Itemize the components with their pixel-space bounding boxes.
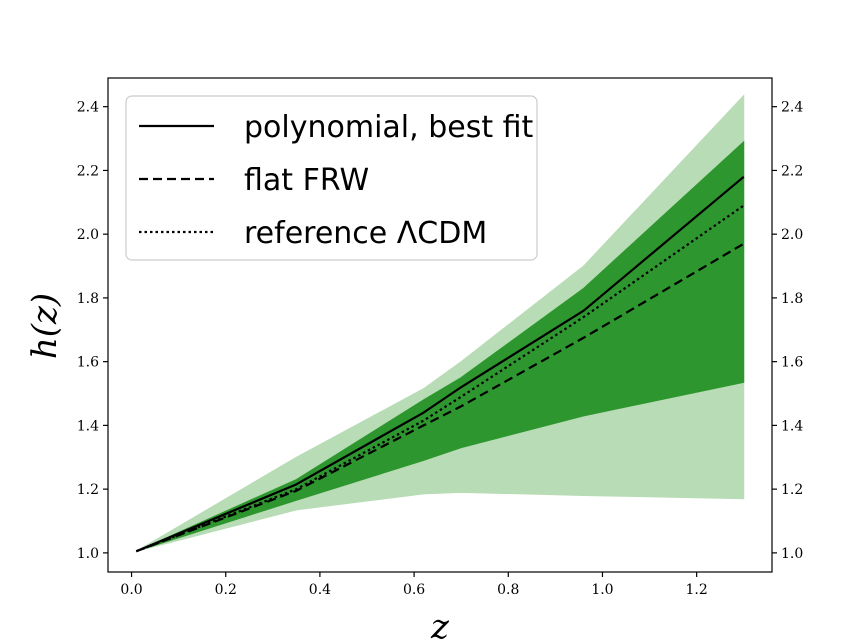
plot-frame (107, 77, 773, 573)
x-tick-label: 1.0 (591, 582, 613, 598)
series-line-dashed (135, 242, 745, 553)
y-tick-label-left: 1.2 (77, 482, 99, 498)
y-tick-label-right: 1.8 (781, 291, 803, 307)
legend: polynomial, best fit flat FRW reference ΛC… (125, 95, 538, 261)
legend-label: flat FRW (244, 163, 369, 198)
y-tick-label-right: 1.0 (781, 546, 803, 562)
y-tick-label-right: 2.0 (781, 227, 803, 243)
legend-box (125, 95, 538, 261)
y-tick-label-right: 1.2 (781, 482, 803, 498)
y-tick-label-left: 1.4 (77, 418, 99, 434)
y-tick-label-left: 1.6 (77, 355, 99, 371)
y-tick-label-right: 2.4 (781, 100, 803, 116)
y-tick-label-left: 2.4 (77, 100, 99, 116)
y-tick-label-left: 2.2 (77, 163, 99, 179)
y-axis-label: h(z) (25, 293, 65, 359)
y-tick-label-left: 2.0 (77, 227, 99, 243)
x-tick-label: 0.4 (309, 582, 331, 598)
x-tick-label: 0.8 (497, 582, 519, 598)
series-line-solid (135, 175, 745, 553)
axis-ticks: 0.0 0.2 0.4 0.6 0.8 1.0 1.2 1.0 1.0 1.2 1.2 1.4 1.4 1… (77, 100, 804, 598)
legend-entries: polynomial, best fit flat FRW reference ΛC… (139, 110, 534, 251)
x-axis-label: z (430, 607, 450, 644)
y-tick-label-right: 1.4 (781, 418, 803, 434)
y-tick-label-left: 1.8 (77, 291, 99, 307)
x-tick-label: 1.2 (686, 582, 708, 598)
y-tick-label-left: 1.0 (77, 546, 99, 562)
legend-label: polynomial, best fit (244, 110, 534, 145)
confidence-band-2 (136, 140, 745, 552)
series-line-dotted (135, 204, 745, 553)
y-tick-label-right: 2.2 (781, 163, 803, 179)
legend-label: reference ΛCDM (244, 216, 487, 251)
series-lines (135, 175, 745, 553)
x-tick-label: 0.2 (215, 582, 237, 598)
confidence-bands (136, 94, 745, 552)
y-tick-label-right: 1.6 (781, 355, 803, 371)
x-tick-label: 0.0 (120, 582, 142, 598)
x-tick-label: 0.6 (403, 582, 425, 598)
